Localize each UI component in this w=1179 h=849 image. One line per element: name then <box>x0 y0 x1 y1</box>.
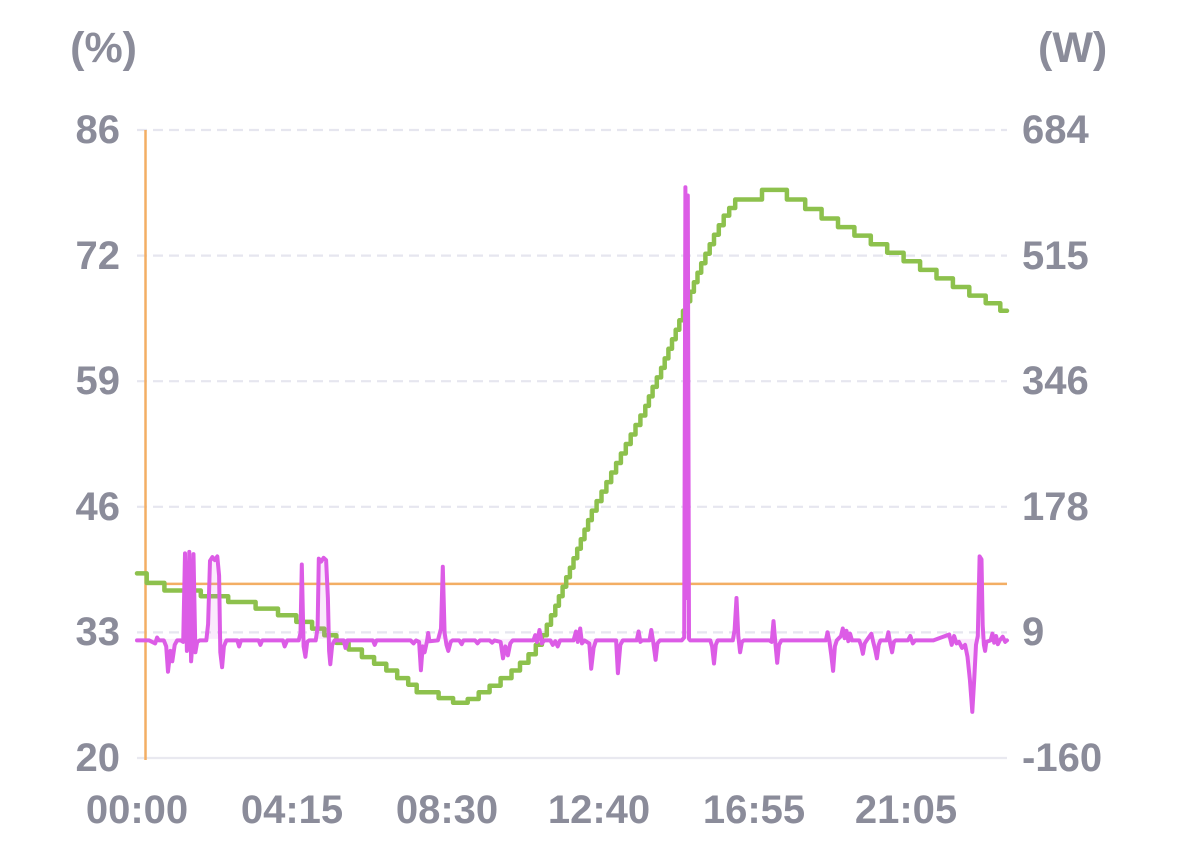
x-tick-2105: 21:05 <box>854 788 958 832</box>
left-tick-86: 86 <box>75 108 121 152</box>
percent-series-line <box>134 187 1010 706</box>
right-tick-515: 515 <box>1022 233 1089 278</box>
right-tick-346: 346 <box>1022 359 1089 404</box>
right-axis-unit-label: (W) <box>1038 24 1108 72</box>
left-tick-59: 59 <box>75 359 121 404</box>
x-tick-0000: 00:00 <box>85 788 189 832</box>
right-tick-178: 178 <box>1022 484 1089 529</box>
x-tick-1655: 16:55 <box>702 788 806 832</box>
x-tick-0415: 04:15 <box>240 788 344 832</box>
left-tick-20: 20 <box>75 736 121 780</box>
x-tick-1240: 12:40 <box>547 788 651 832</box>
left-axis-unit-label: (%) <box>70 24 137 72</box>
left-tick-46: 46 <box>75 484 121 529</box>
watts-series-line <box>135 185 1009 714</box>
left-tick-72: 72 <box>75 233 121 278</box>
right-tick-684: 684 <box>1022 108 1089 152</box>
left-tick-33: 33 <box>75 610 121 655</box>
right-tick-9: 9 <box>1022 610 1045 655</box>
x-tick-0830: 08:30 <box>395 788 499 832</box>
right-tick-m160: -160 <box>1022 736 1103 780</box>
